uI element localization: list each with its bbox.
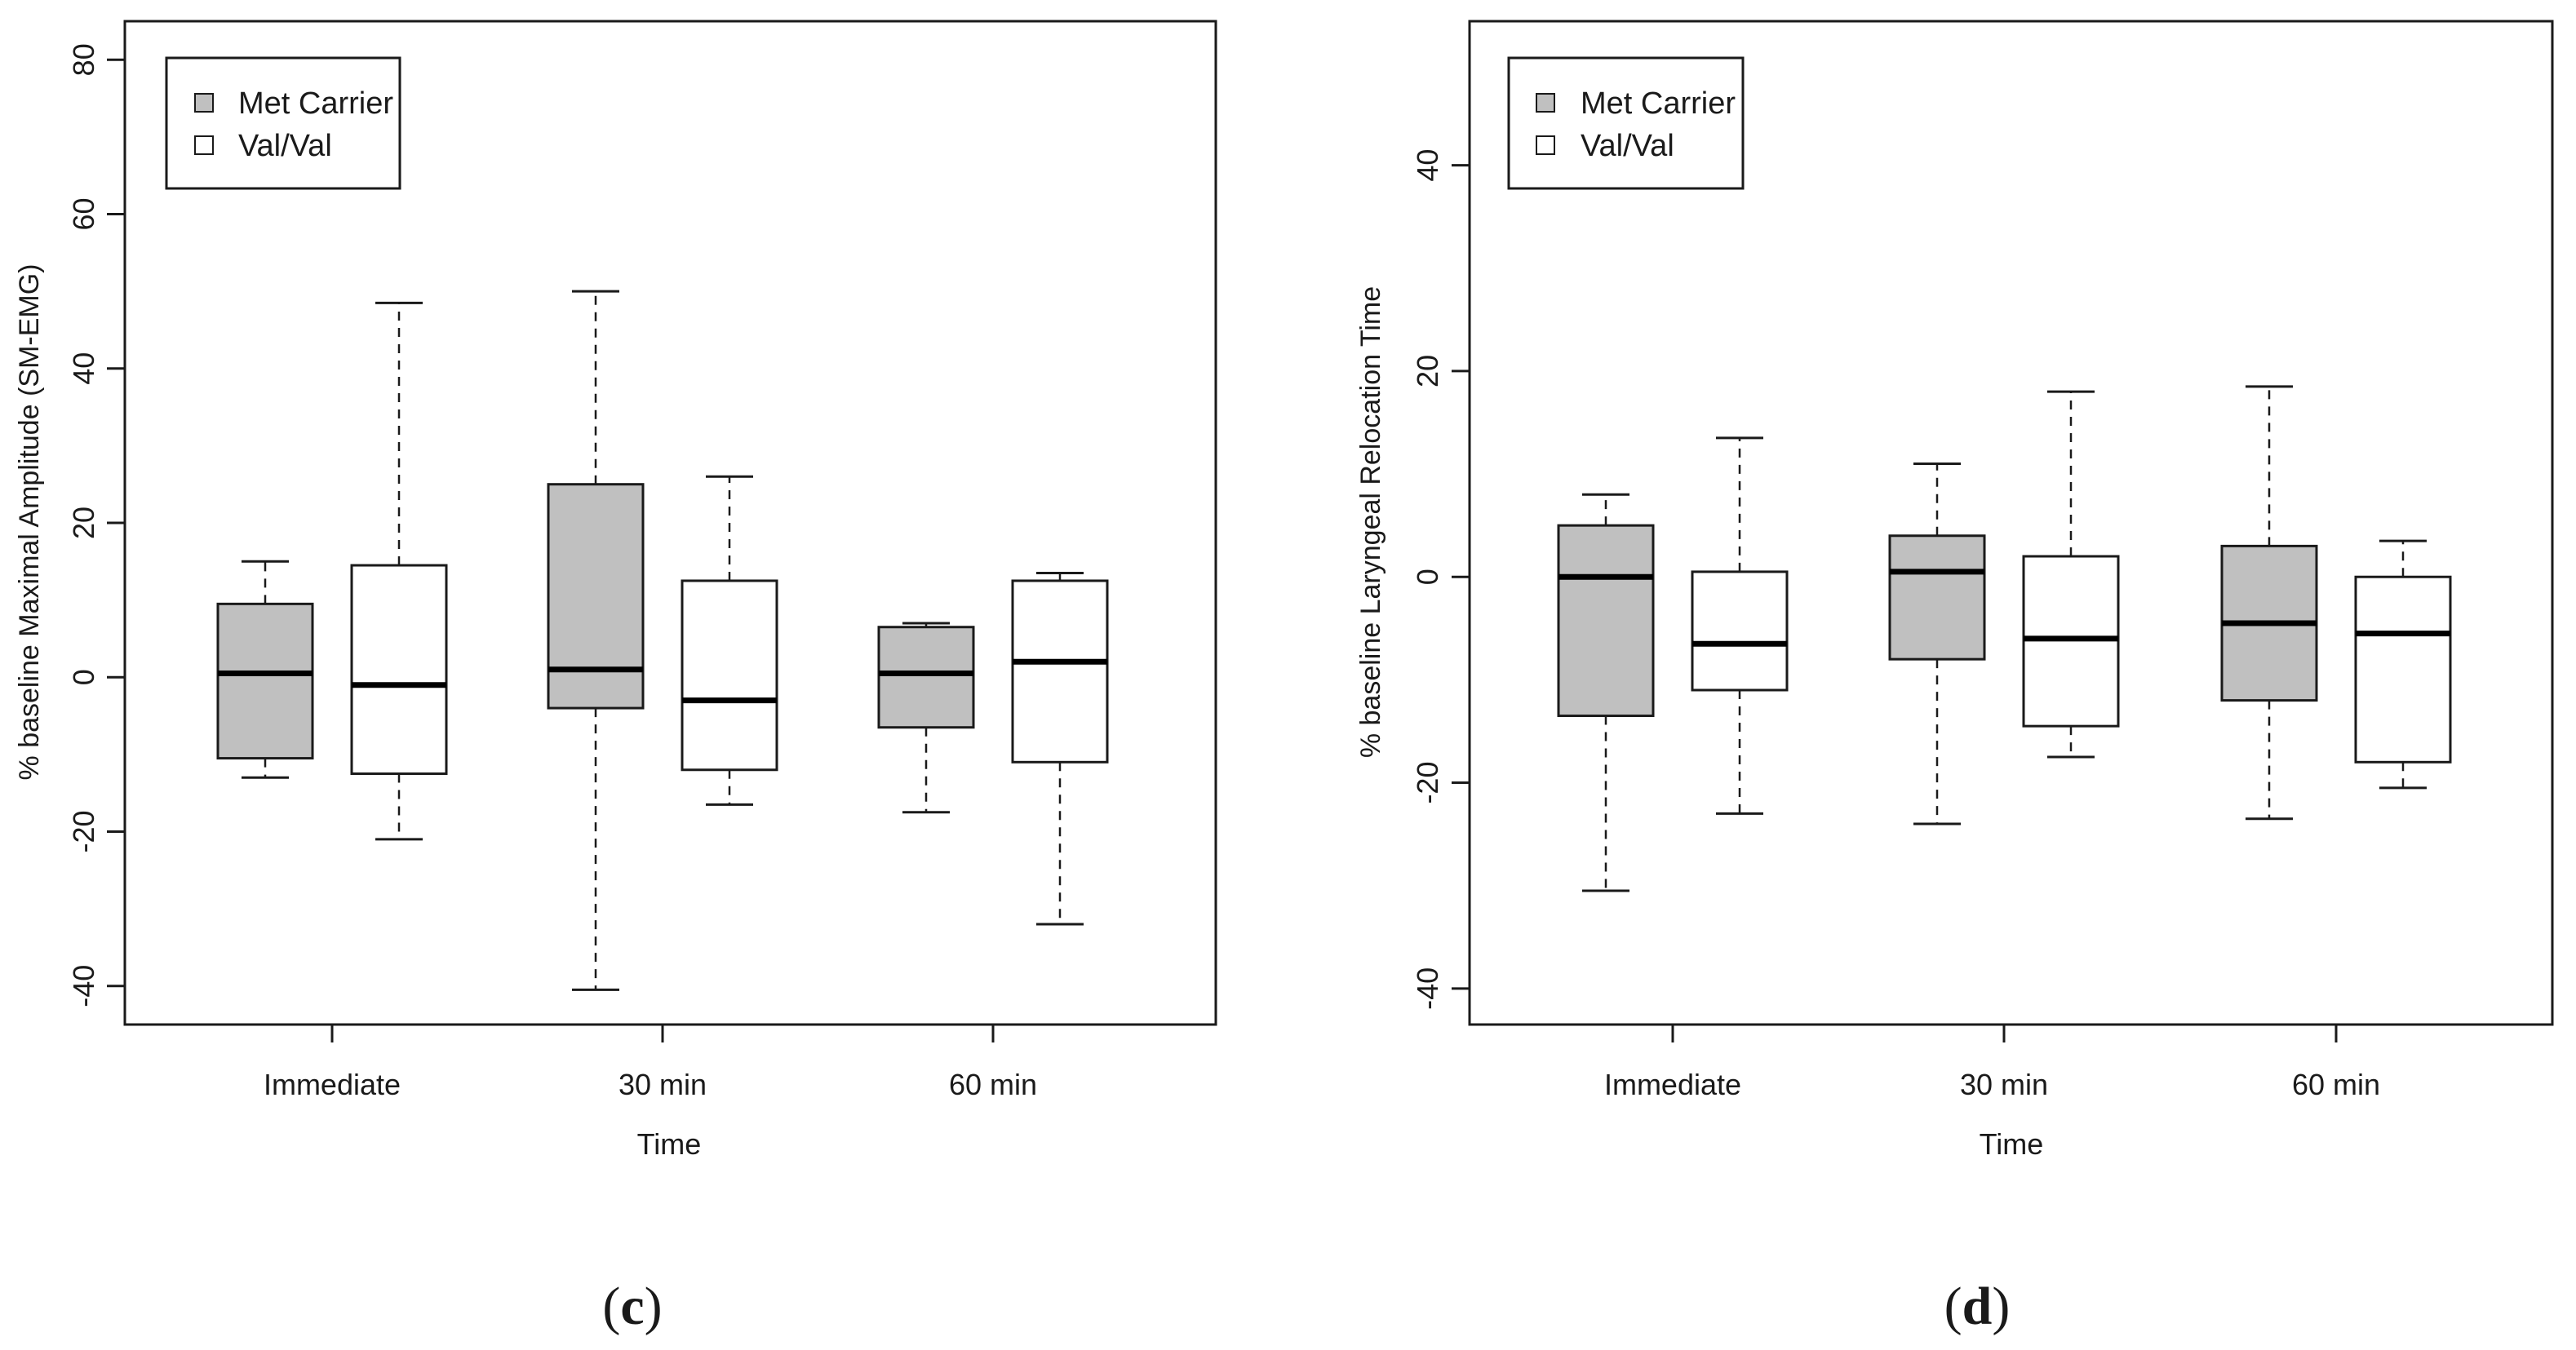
box-met-carrier-immediate <box>216 560 314 779</box>
y-tick-label: 60 <box>67 198 100 231</box>
box-met-carrier-immediate <box>1557 493 1655 892</box>
y-tick-label: -40 <box>67 965 100 1007</box>
x-tick-label: 30 min <box>619 1068 707 1101</box>
box-met-carrier-30-min-iqr <box>547 483 645 710</box>
x-axis: Immediate 30 min 60 min <box>1604 1025 2380 1101</box>
panel-caption-c: (c) <box>602 1277 662 1336</box>
panel-caption-d: (d) <box>1944 1277 2011 1336</box>
legend-label-val-val: Val/Val <box>238 129 332 163</box>
panel-letter-c: c <box>620 1277 644 1336</box>
y-tick-label: -40 <box>1411 967 1444 1010</box>
y-tick-label: 20 <box>1411 355 1444 387</box>
box-val-val-immediate <box>1691 436 1789 815</box>
x-tick-label: 30 min <box>1960 1068 2048 1101</box>
legend-swatch-met-carrier <box>194 93 214 113</box>
plot-frame <box>1468 20 2554 1026</box>
box-val-val-30-min-iqr <box>681 579 778 772</box>
y-tick-label: 80 <box>67 43 100 76</box>
legend-frame <box>1507 56 1745 190</box>
y-axis: -40 -20 0 20 40 <box>1411 149 1470 1010</box>
box-val-val-immediate-iqr <box>350 564 448 775</box>
box-met-carrier-60-min <box>2220 385 2318 821</box>
y-tick-label: 0 <box>1411 569 1444 585</box>
legend-label-val-val: Val/Val <box>1581 129 1674 163</box>
y-tick-label: 40 <box>67 352 100 385</box>
box-met-carrier-30-min <box>547 290 645 991</box>
legend-swatch-met-carrier <box>1536 93 1555 113</box>
y-tick-label: -20 <box>1411 762 1444 804</box>
box-val-val-immediate <box>350 301 448 841</box>
y-tick-label: 40 <box>1411 149 1444 182</box>
y-axis: -40 -20 0 20 40 60 80 <box>67 43 125 1007</box>
y-axis-title: % baseline Laryngeal Relocation Time <box>1355 286 1386 758</box>
box-met-carrier-30-min <box>1888 462 1986 825</box>
panel-letter-d: d <box>1962 1277 1993 1336</box>
box-met-carrier-60-min-iqr <box>877 626 975 729</box>
y-tick-label: 20 <box>67 507 100 539</box>
legend-swatch-val-val <box>194 135 214 155</box>
box-val-val-30-min <box>681 475 778 806</box>
y-axis-title: % baseline Maximal Amplitude (SM-EMG) <box>14 264 45 781</box>
box-val-val-60-min-iqr <box>1011 579 1109 764</box>
box-met-carrier-immediate-iqr <box>216 602 314 760</box>
box-val-val-60-min-iqr <box>2354 575 2452 764</box>
box-val-val-60-min <box>2354 539 2452 790</box>
x-tick-label: 60 min <box>949 1068 1037 1101</box>
panel-d: -40 -20 0 20 40 Immediate 30 min 60 min Met Ca… <box>1355 20 2554 1336</box>
box-layer <box>1557 385 2452 892</box>
x-tick-label: Immediate <box>1604 1068 1741 1101</box>
box-met-carrier-60-min <box>877 622 975 814</box>
box-met-carrier-30-min-iqr <box>1888 534 1986 661</box>
panel-c: -40 -20 0 20 40 60 80 Immediate 30 min 60 min Me… <box>14 20 1217 1336</box>
y-tick-label: -20 <box>67 810 100 852</box>
box-val-val-immediate-iqr <box>1691 570 1789 692</box>
legend-swatch-val-val <box>1536 135 1555 155</box>
box-met-carrier-immediate-iqr <box>1557 524 1655 718</box>
y-tick-label: 0 <box>67 669 100 685</box>
legend-label-met-carrier: Met Carrier <box>1581 86 1736 121</box>
x-tick-label: Immediate <box>264 1068 401 1101</box>
x-tick-label: 60 min <box>2292 1068 2380 1101</box>
legend-label-met-carrier: Met Carrier <box>238 86 393 121</box>
x-axis: Immediate 30 min 60 min <box>264 1025 1037 1101</box>
box-layer <box>216 290 1109 991</box>
box-val-val-30-min <box>2022 390 2120 759</box>
x-axis-title: Time <box>1980 1127 2044 1161</box>
legend: Met Carrier Val/Val <box>1507 56 1745 190</box>
legend-frame <box>165 56 401 190</box>
legend: Met Carrier Val/Val <box>165 56 401 190</box>
x-axis-title: Time <box>637 1127 702 1161</box>
box-val-val-60-min <box>1011 572 1109 926</box>
